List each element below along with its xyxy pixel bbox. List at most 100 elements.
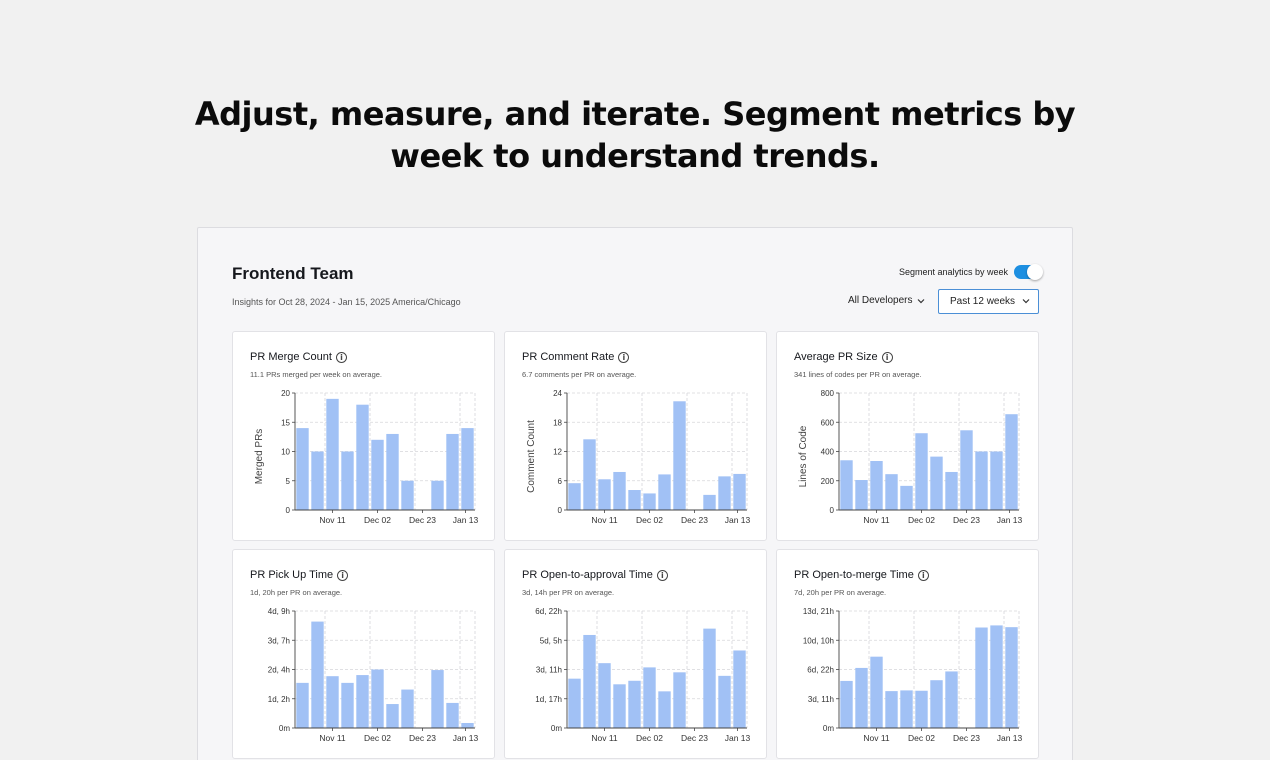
info-icon[interactable]: i bbox=[917, 569, 929, 581]
bar[interactable] bbox=[1005, 414, 1018, 510]
info-icon[interactable]: i bbox=[337, 569, 349, 581]
bar[interactable] bbox=[356, 675, 369, 728]
y-tick-label: 15 bbox=[281, 418, 290, 427]
bar[interactable] bbox=[568, 483, 581, 510]
bar[interactable] bbox=[960, 430, 973, 510]
bar[interactable] bbox=[915, 690, 928, 728]
bar[interactable] bbox=[870, 461, 883, 510]
info-icon[interactable]: i bbox=[335, 351, 347, 363]
y-tick-label: 1d, 2h bbox=[268, 695, 290, 704]
bar[interactable] bbox=[703, 628, 716, 728]
bar[interactable] bbox=[840, 680, 853, 728]
bar[interactable] bbox=[341, 451, 354, 511]
bar[interactable] bbox=[386, 433, 399, 510]
info-icon[interactable]: i bbox=[618, 351, 630, 363]
bar[interactable] bbox=[975, 451, 988, 511]
bar[interactable] bbox=[733, 650, 746, 728]
bar[interactable] bbox=[326, 676, 339, 728]
card-pr-pick-up-time: PR Pick Up Time i 1d, 20h per PR on avera… bbox=[232, 549, 495, 759]
bar[interactable] bbox=[703, 494, 716, 510]
bar[interactable] bbox=[461, 428, 474, 510]
info-icon[interactable]: i bbox=[881, 351, 893, 363]
bar[interactable] bbox=[718, 675, 731, 728]
bar[interactable] bbox=[628, 680, 641, 728]
bar[interactable] bbox=[371, 439, 384, 510]
bar[interactable] bbox=[311, 621, 324, 728]
y-tick-label: 0 bbox=[830, 506, 835, 515]
x-tick-label: Nov 11 bbox=[863, 733, 890, 743]
bar[interactable] bbox=[296, 428, 309, 510]
bar[interactable] bbox=[945, 471, 958, 510]
bar[interactable] bbox=[311, 451, 324, 511]
bar[interactable] bbox=[840, 460, 853, 510]
bar[interactable] bbox=[371, 669, 384, 729]
bar[interactable] bbox=[598, 479, 611, 510]
developers-dropdown[interactable]: All Developers bbox=[848, 295, 926, 306]
bar[interactable] bbox=[643, 667, 656, 728]
bar[interactable] bbox=[1005, 627, 1018, 728]
bar[interactable] bbox=[855, 667, 868, 728]
bar[interactable] bbox=[990, 625, 1003, 728]
x-tick-label: Jan 13 bbox=[997, 515, 1023, 525]
bar[interactable] bbox=[461, 722, 474, 728]
bar[interactable] bbox=[733, 473, 746, 510]
bar[interactable] bbox=[446, 433, 459, 510]
bar[interactable] bbox=[598, 663, 611, 728]
bar[interactable] bbox=[583, 634, 596, 728]
bar[interactable] bbox=[930, 680, 943, 728]
y-tick-label: 5d, 5h bbox=[540, 636, 562, 645]
x-tick-label: Nov 11 bbox=[863, 515, 890, 525]
info-icon[interactable]: i bbox=[656, 569, 668, 581]
bar[interactable] bbox=[885, 691, 898, 728]
bar[interactable] bbox=[643, 493, 656, 510]
x-tick-label: Dec 02 bbox=[364, 515, 391, 525]
y-tick-label: 20 bbox=[281, 389, 290, 398]
chart-pr-merge-count: 0 5 10 15 20 Nov 11 Dec 02 Dec 23 Jan 13 Merged P… bbox=[254, 389, 479, 525]
segment-by-week-control: Segment analytics by week bbox=[899, 264, 1043, 280]
bar[interactable] bbox=[673, 672, 686, 728]
bar[interactable] bbox=[628, 490, 641, 510]
bar[interactable] bbox=[326, 398, 339, 510]
bar[interactable] bbox=[915, 433, 928, 510]
x-tick-label: Jan 13 bbox=[453, 733, 479, 743]
bar[interactable] bbox=[296, 682, 309, 728]
y-tick-label: 2d, 4h bbox=[268, 666, 290, 675]
y-tick-label: 5 bbox=[286, 477, 291, 486]
x-tick-label: Dec 23 bbox=[953, 515, 980, 525]
card-subtitle: 3d, 14h per PR on average. bbox=[522, 588, 615, 597]
bar[interactable] bbox=[930, 456, 943, 510]
bar[interactable] bbox=[583, 439, 596, 510]
chart-pr-comment-rate: 0 6 12 18 24 Nov 11 Dec 02 Dec 23 Jan 13 Comment … bbox=[526, 389, 751, 525]
segment-by-week-toggle[interactable] bbox=[1014, 264, 1043, 280]
bar[interactable] bbox=[900, 690, 913, 728]
bar[interactable] bbox=[673, 401, 686, 510]
bar[interactable] bbox=[401, 689, 414, 728]
bar[interactable] bbox=[900, 485, 913, 510]
bar[interactable] bbox=[658, 691, 671, 728]
bar[interactable] bbox=[885, 474, 898, 510]
y-tick-label: 3d, 7h bbox=[268, 636, 290, 645]
bar[interactable] bbox=[568, 678, 581, 728]
bar[interactable] bbox=[613, 684, 626, 728]
bar[interactable] bbox=[341, 682, 354, 728]
bar[interactable] bbox=[446, 702, 459, 728]
bar[interactable] bbox=[431, 480, 444, 510]
bar[interactable] bbox=[718, 476, 731, 510]
bar[interactable] bbox=[613, 471, 626, 510]
card-subtitle: 7d, 20h per PR on average. bbox=[794, 588, 887, 597]
x-tick-label: Dec 02 bbox=[908, 515, 935, 525]
bar[interactable] bbox=[658, 474, 671, 510]
bar[interactable] bbox=[990, 451, 1003, 511]
y-tick-label: 24 bbox=[553, 389, 562, 398]
bar[interactable] bbox=[945, 671, 958, 728]
bar[interactable] bbox=[870, 656, 883, 728]
y-tick-label: 0 bbox=[558, 506, 563, 515]
bar[interactable] bbox=[401, 480, 414, 510]
bar[interactable] bbox=[855, 480, 868, 510]
bar[interactable] bbox=[386, 704, 399, 728]
bar[interactable] bbox=[431, 670, 444, 728]
card-subtitle: 11.1 PRs merged per week on average. bbox=[250, 370, 383, 379]
bar[interactable] bbox=[356, 404, 369, 510]
date-range-select[interactable]: Past 12 weeks bbox=[938, 289, 1039, 314]
bar[interactable] bbox=[975, 627, 988, 728]
